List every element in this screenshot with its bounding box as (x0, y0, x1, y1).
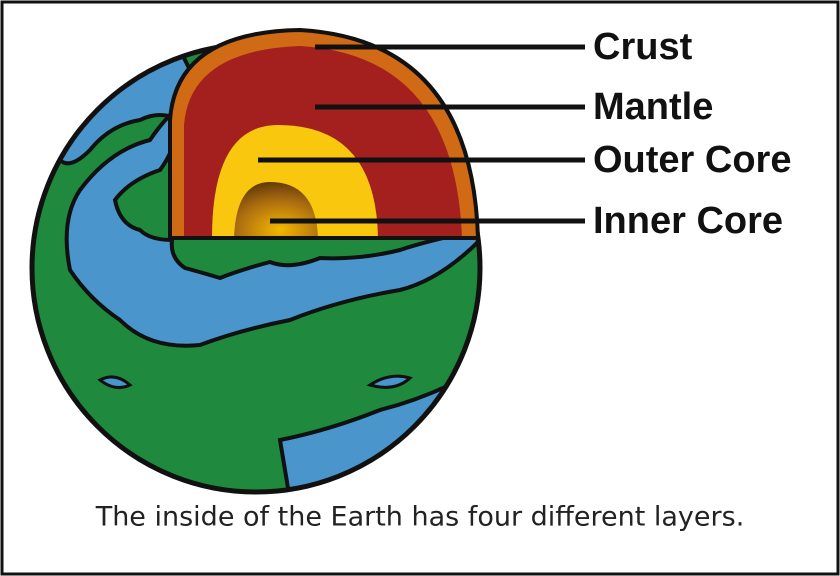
caption: The inside of the Earth has four differe… (95, 502, 745, 533)
diagram: Crust Mantle Outer Core Inner Core The i… (0, 0, 840, 576)
layer-label: Outer Core (593, 139, 791, 181)
layer-label: Inner Core (593, 200, 783, 242)
page: {"labels": ["Crust", "Mantle", "Outer Co… (0, 0, 840, 576)
layer-label: Mantle (593, 86, 713, 128)
layer-label: Crust (593, 26, 693, 68)
